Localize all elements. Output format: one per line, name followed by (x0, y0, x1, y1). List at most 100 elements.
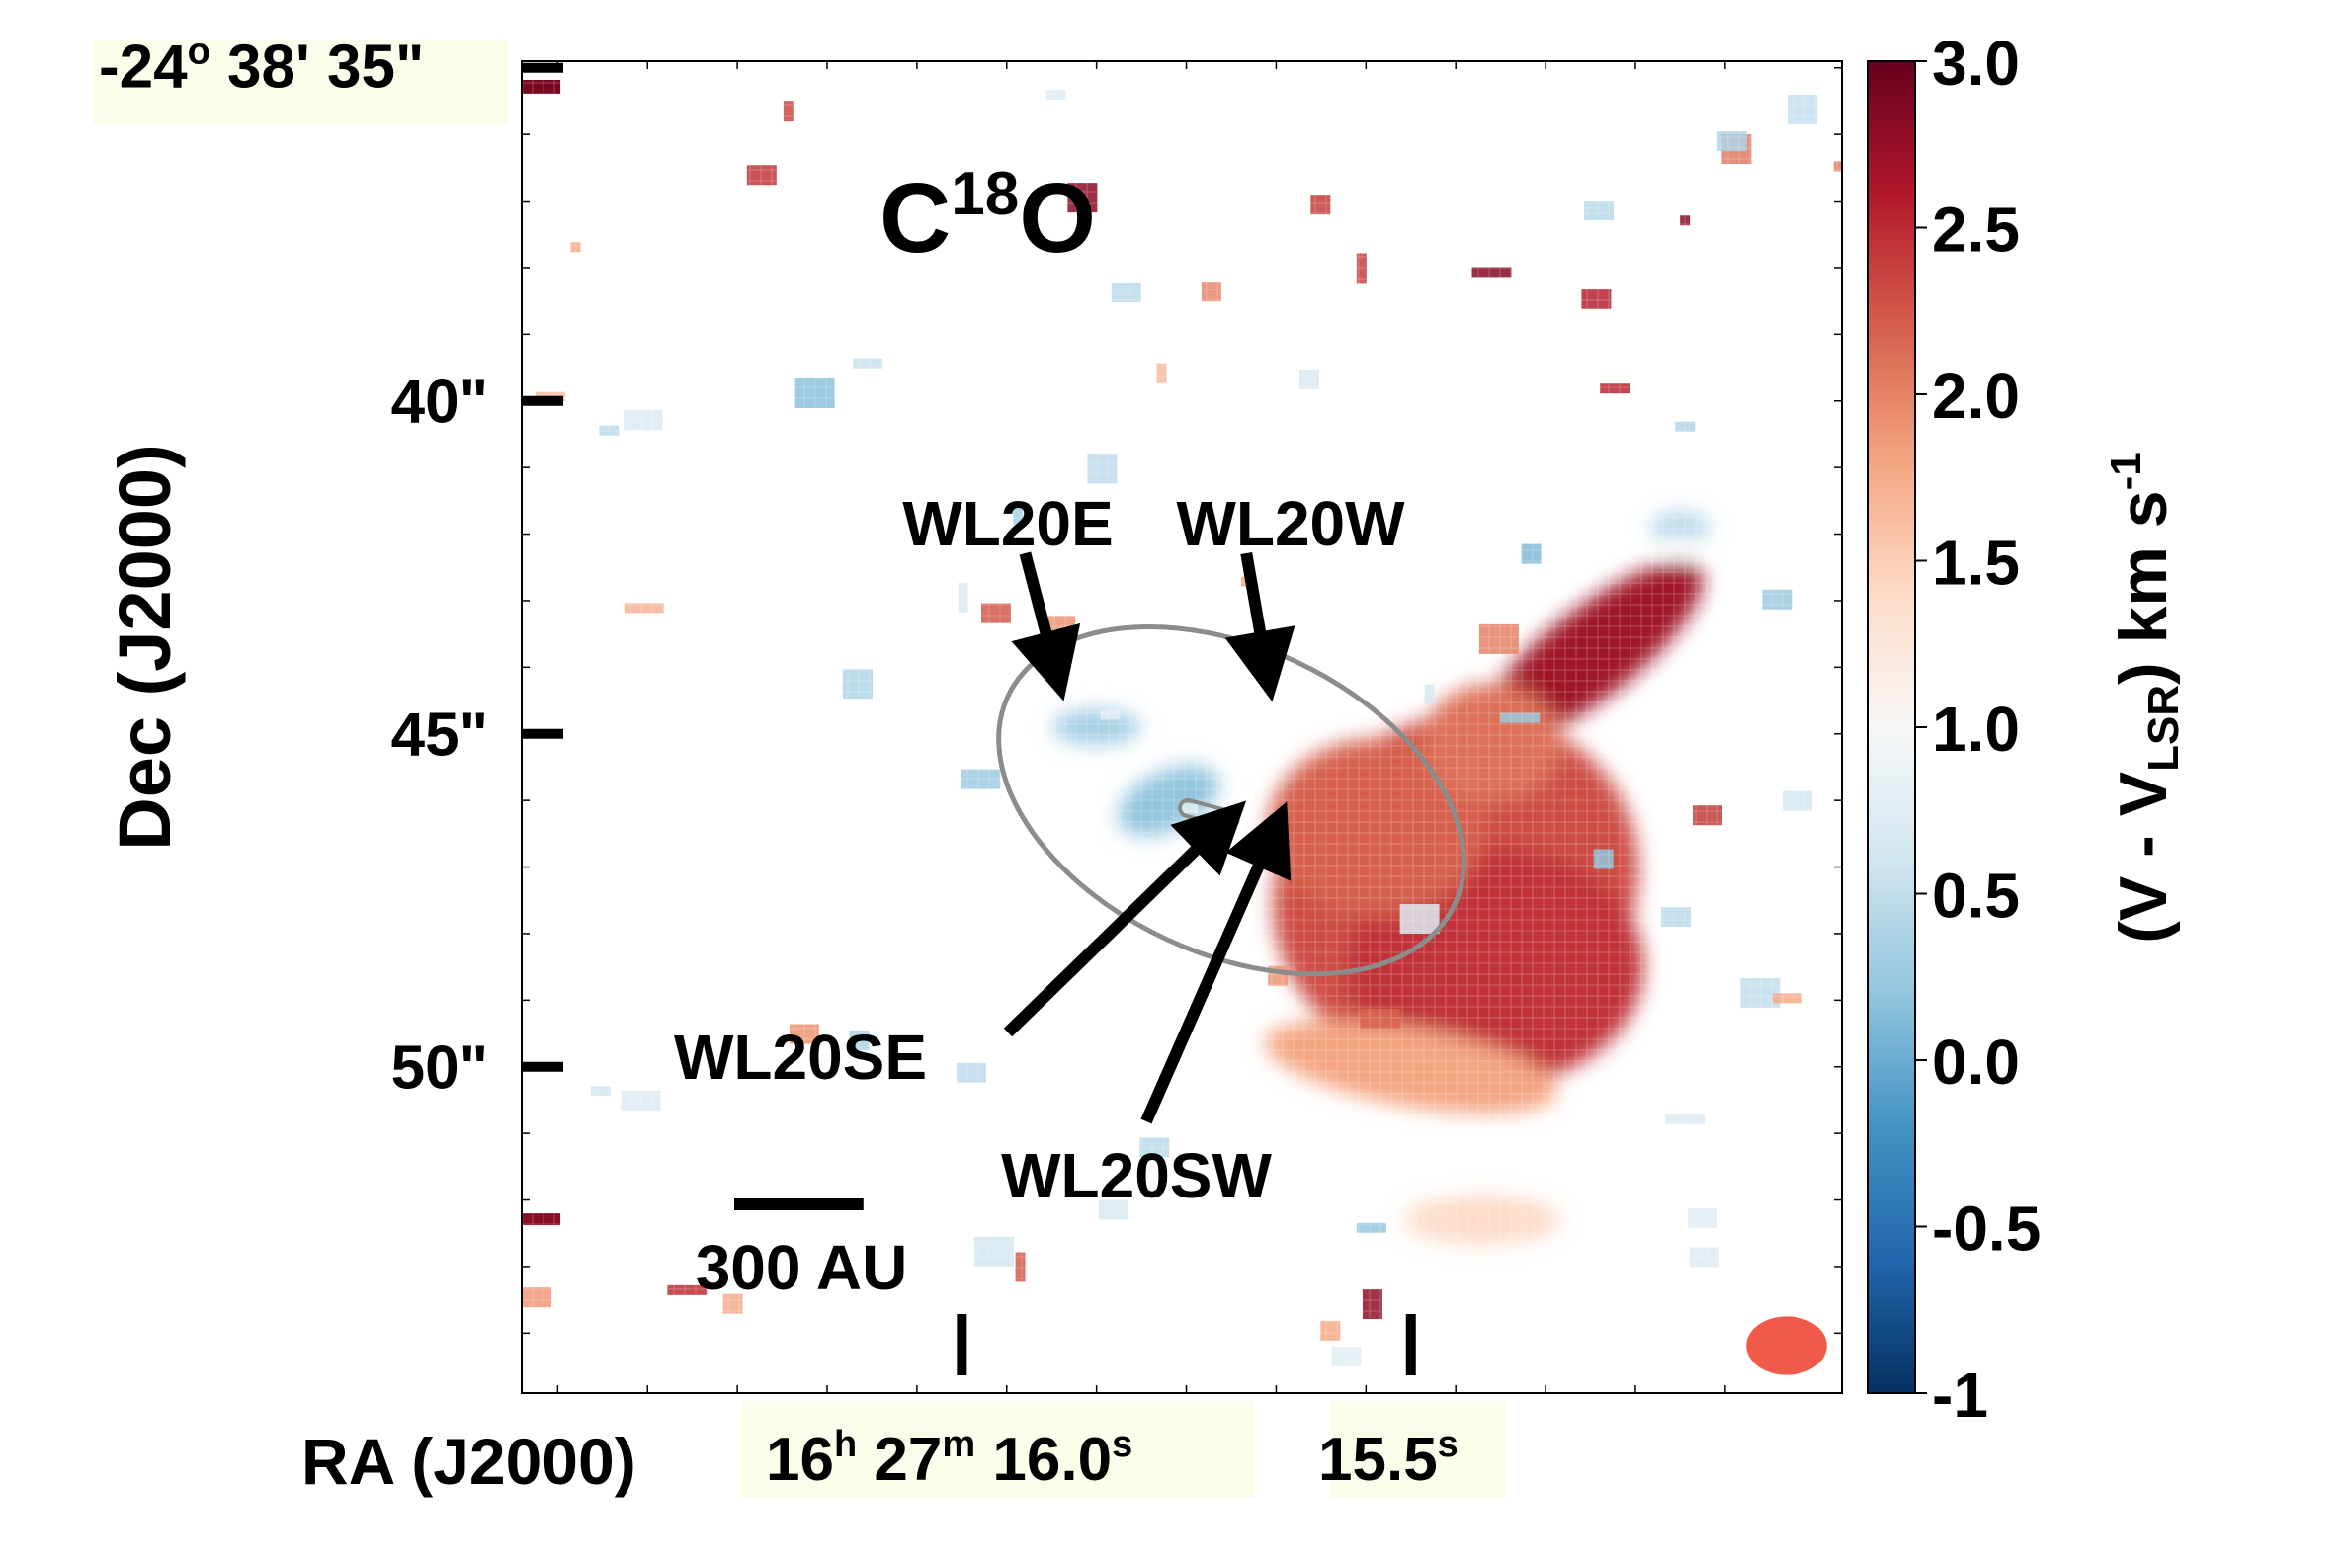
noise-pixel (1593, 849, 1614, 869)
cb-tick-label: 1.0 (1932, 694, 2020, 765)
title-sup: 18 (951, 160, 1019, 228)
colorbar-ticks: 3.0 2.5 2.0 1.5 1.0 0.5 0.0 -0.5 -1 (1915, 28, 2041, 1431)
y-axis-label: Dec (J2000) (104, 444, 186, 850)
dec-top-label-bg (93, 40, 508, 124)
noise-pixel (1833, 161, 1842, 172)
noise-pixel (1362, 1289, 1382, 1320)
source-label-WL20W: WL20W (1176, 488, 1405, 559)
ra-ticks: 16h 27m 16.0s 15.5s (766, 1314, 1459, 1494)
cb-tick-label: 1.5 (1932, 528, 2020, 599)
noise-pixel (973, 1236, 1014, 1267)
noise-pixel (1521, 543, 1542, 564)
noise-pixel (1762, 589, 1793, 610)
noise-pixel (842, 669, 873, 700)
velocity-blob-lobe-west (1268, 738, 1486, 917)
noise-pixel (853, 358, 883, 369)
noise-pixel (1310, 195, 1331, 215)
noise-pixel (1331, 1347, 1362, 1367)
velocity-spot-red-spot-northeast-corner (523, 79, 561, 94)
noise-pixel (1687, 1208, 1717, 1229)
noise-pixel (1399, 904, 1440, 935)
cb-tick-label: 3.0 (1932, 28, 2020, 99)
cb-tick-label: -0.5 (1932, 1194, 2041, 1265)
noise-pixel (1201, 282, 1221, 302)
ra-tick-label-part: h (834, 1424, 857, 1465)
noise-pixel (1356, 1222, 1386, 1233)
noise-pixel (1015, 1252, 1026, 1282)
noise-pixel (522, 1287, 552, 1308)
arrow-WL20W (1224, 551, 1295, 702)
contour-ellipse (996, 624, 1466, 977)
dec-tick-mark (522, 728, 563, 739)
noise-pixel (1156, 363, 1167, 383)
noise-pixel (794, 378, 835, 409)
noise-pixel (623, 410, 663, 431)
noise-pixel (980, 603, 1011, 623)
noise-pixel (621, 1090, 661, 1111)
arrow-WL20E (1011, 551, 1081, 701)
dec-tick-label: 45" (391, 701, 488, 770)
noise-pixel (1360, 1009, 1400, 1030)
scale-bar: 300 AU (696, 1198, 907, 1303)
colorbar (1867, 60, 1916, 1394)
dec-tick-label: 50" (391, 1034, 488, 1103)
plot-frame (521, 60, 1843, 1394)
dec-ticks: -24o 38' 35" 40" 45" 50" (99, 32, 563, 1103)
source-label-WL20SW: WL20SW (1001, 1140, 1272, 1211)
velocity-spot-red-spot-southeast (523, 1213, 561, 1226)
dec-tick-label: -24o 38' 35" (99, 32, 424, 102)
noise-pixel (1424, 684, 1435, 704)
velocity-blob-blue-patch-east (1650, 511, 1711, 543)
noise-pixel (1675, 421, 1696, 432)
source-label-WL20SE: WL20SE (674, 1022, 927, 1093)
annotations: WL20E WL20W WL20SE WL20SW (674, 488, 1827, 1375)
noise-pixel (570, 242, 581, 253)
arrow-WL20SE (1003, 800, 1247, 1037)
noise-pixel (1478, 623, 1519, 654)
ra-tick-label-part: 27 (857, 1426, 942, 1494)
ra-tick-label-part: 15.5 (1318, 1426, 1438, 1494)
dec-tick-mark (522, 395, 563, 406)
velocity-hole (1664, 536, 1697, 560)
dec-tick-label-part: -24 (99, 34, 188, 102)
noise-pixel (961, 769, 1001, 789)
noise-pixel (1665, 1114, 1706, 1124)
scale-bar-line (734, 1198, 864, 1210)
noise-pixel (1740, 978, 1781, 1009)
dec-tick-label-sup: o (188, 32, 210, 73)
ra-tick-label: 15.5s (1318, 1424, 1459, 1494)
noise-pixel (590, 1086, 611, 1097)
ra-label-bg-1 (741, 1401, 1255, 1498)
dec-tick-mark (522, 62, 563, 73)
noise-pixel (746, 165, 777, 186)
ra-tick-label-part: 16 (766, 1426, 834, 1494)
noise-pixel (1139, 1137, 1170, 1158)
cb-tick-label: 2.0 (1932, 361, 2020, 432)
noise-pixel (1584, 201, 1615, 221)
noise-pixel (1689, 1247, 1719, 1268)
noise-pixel (1045, 90, 1066, 101)
ra-tick-label-part: 16.0 (975, 1426, 1112, 1494)
velocity-blob-south-faint (1403, 1195, 1562, 1245)
x-axis-label: RA (J2000) (301, 1425, 636, 1498)
dec-tick-mark (522, 1061, 563, 1072)
velocity-blobs (1051, 511, 1711, 1245)
ra-label-bg-2 (1330, 1401, 1506, 1498)
noise-pixel (667, 1284, 708, 1295)
velocity-map (522, 61, 1842, 1393)
noise-pixel (956, 1062, 986, 1083)
noise-pixel (1098, 1199, 1128, 1220)
ra-tick-mark (1405, 1314, 1416, 1375)
noise-pixel (1660, 907, 1691, 928)
noise-pixel (1067, 183, 1098, 213)
ra-tick-label-part: m (942, 1424, 975, 1465)
noise-pixel (1788, 94, 1818, 124)
noise-pixel (1100, 709, 1121, 720)
noise-pixel (1500, 712, 1541, 723)
cb-tick-label: 0.0 (1932, 1027, 2020, 1098)
noise-pixel (783, 101, 794, 122)
cb-label-sup: -1 (2102, 452, 2150, 490)
cb-label-b: ) km s (2106, 490, 2181, 685)
noise-pixel (849, 1030, 870, 1050)
